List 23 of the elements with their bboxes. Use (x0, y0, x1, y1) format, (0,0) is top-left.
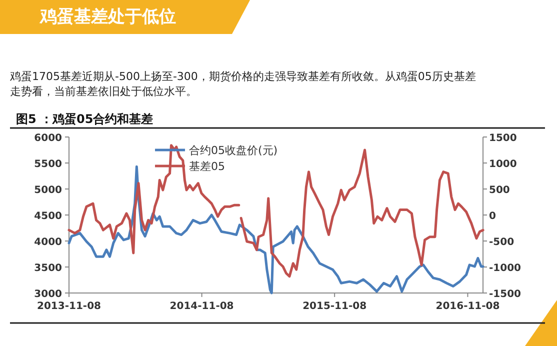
x-tick-label: 2016-11-08 (436, 301, 500, 312)
y2-tick-label: 500 (489, 185, 510, 196)
y-tick-label: 3500 (34, 263, 62, 274)
y2-tick-label: 1500 (489, 133, 517, 144)
x-tick-label: 2013-11-08 (37, 301, 102, 312)
y2-tick-label: -1500 (489, 289, 522, 300)
y-tick-label: 5500 (34, 159, 62, 170)
y-tick-label: 4500 (34, 211, 62, 222)
y-tick-label: 6000 (34, 133, 62, 144)
x-tick-label: 2015-11-08 (302, 301, 367, 312)
chart-subtitle: 鸡蛋1705基差近期从-500上扬至-300，期货价格的走强导致基差有所收敛。从鸡蛋05历史基差走势看，当前基差依旧处于低位水平。 (9, 70, 476, 98)
y2-tick-label: 1000 (489, 159, 517, 170)
y-tick-label: 5000 (34, 185, 62, 196)
chart-title: 鸡蛋基差处于低位 (39, 7, 176, 27)
y2-tick-label: -500 (489, 237, 514, 248)
y2-tick-label: -1000 (489, 263, 522, 274)
y2-tick-label: 0 (489, 211, 496, 222)
y-tick-label: 3000 (34, 289, 62, 300)
legend-label: 基差05 (189, 160, 225, 173)
caption: 图5 ：鸡蛋05合约和基差 (16, 112, 154, 126)
legend-label: 合约05收盘价(元) (189, 144, 278, 157)
y-tick-label: 4000 (34, 237, 62, 248)
x-tick-label: 2014-11-08 (170, 301, 234, 312)
